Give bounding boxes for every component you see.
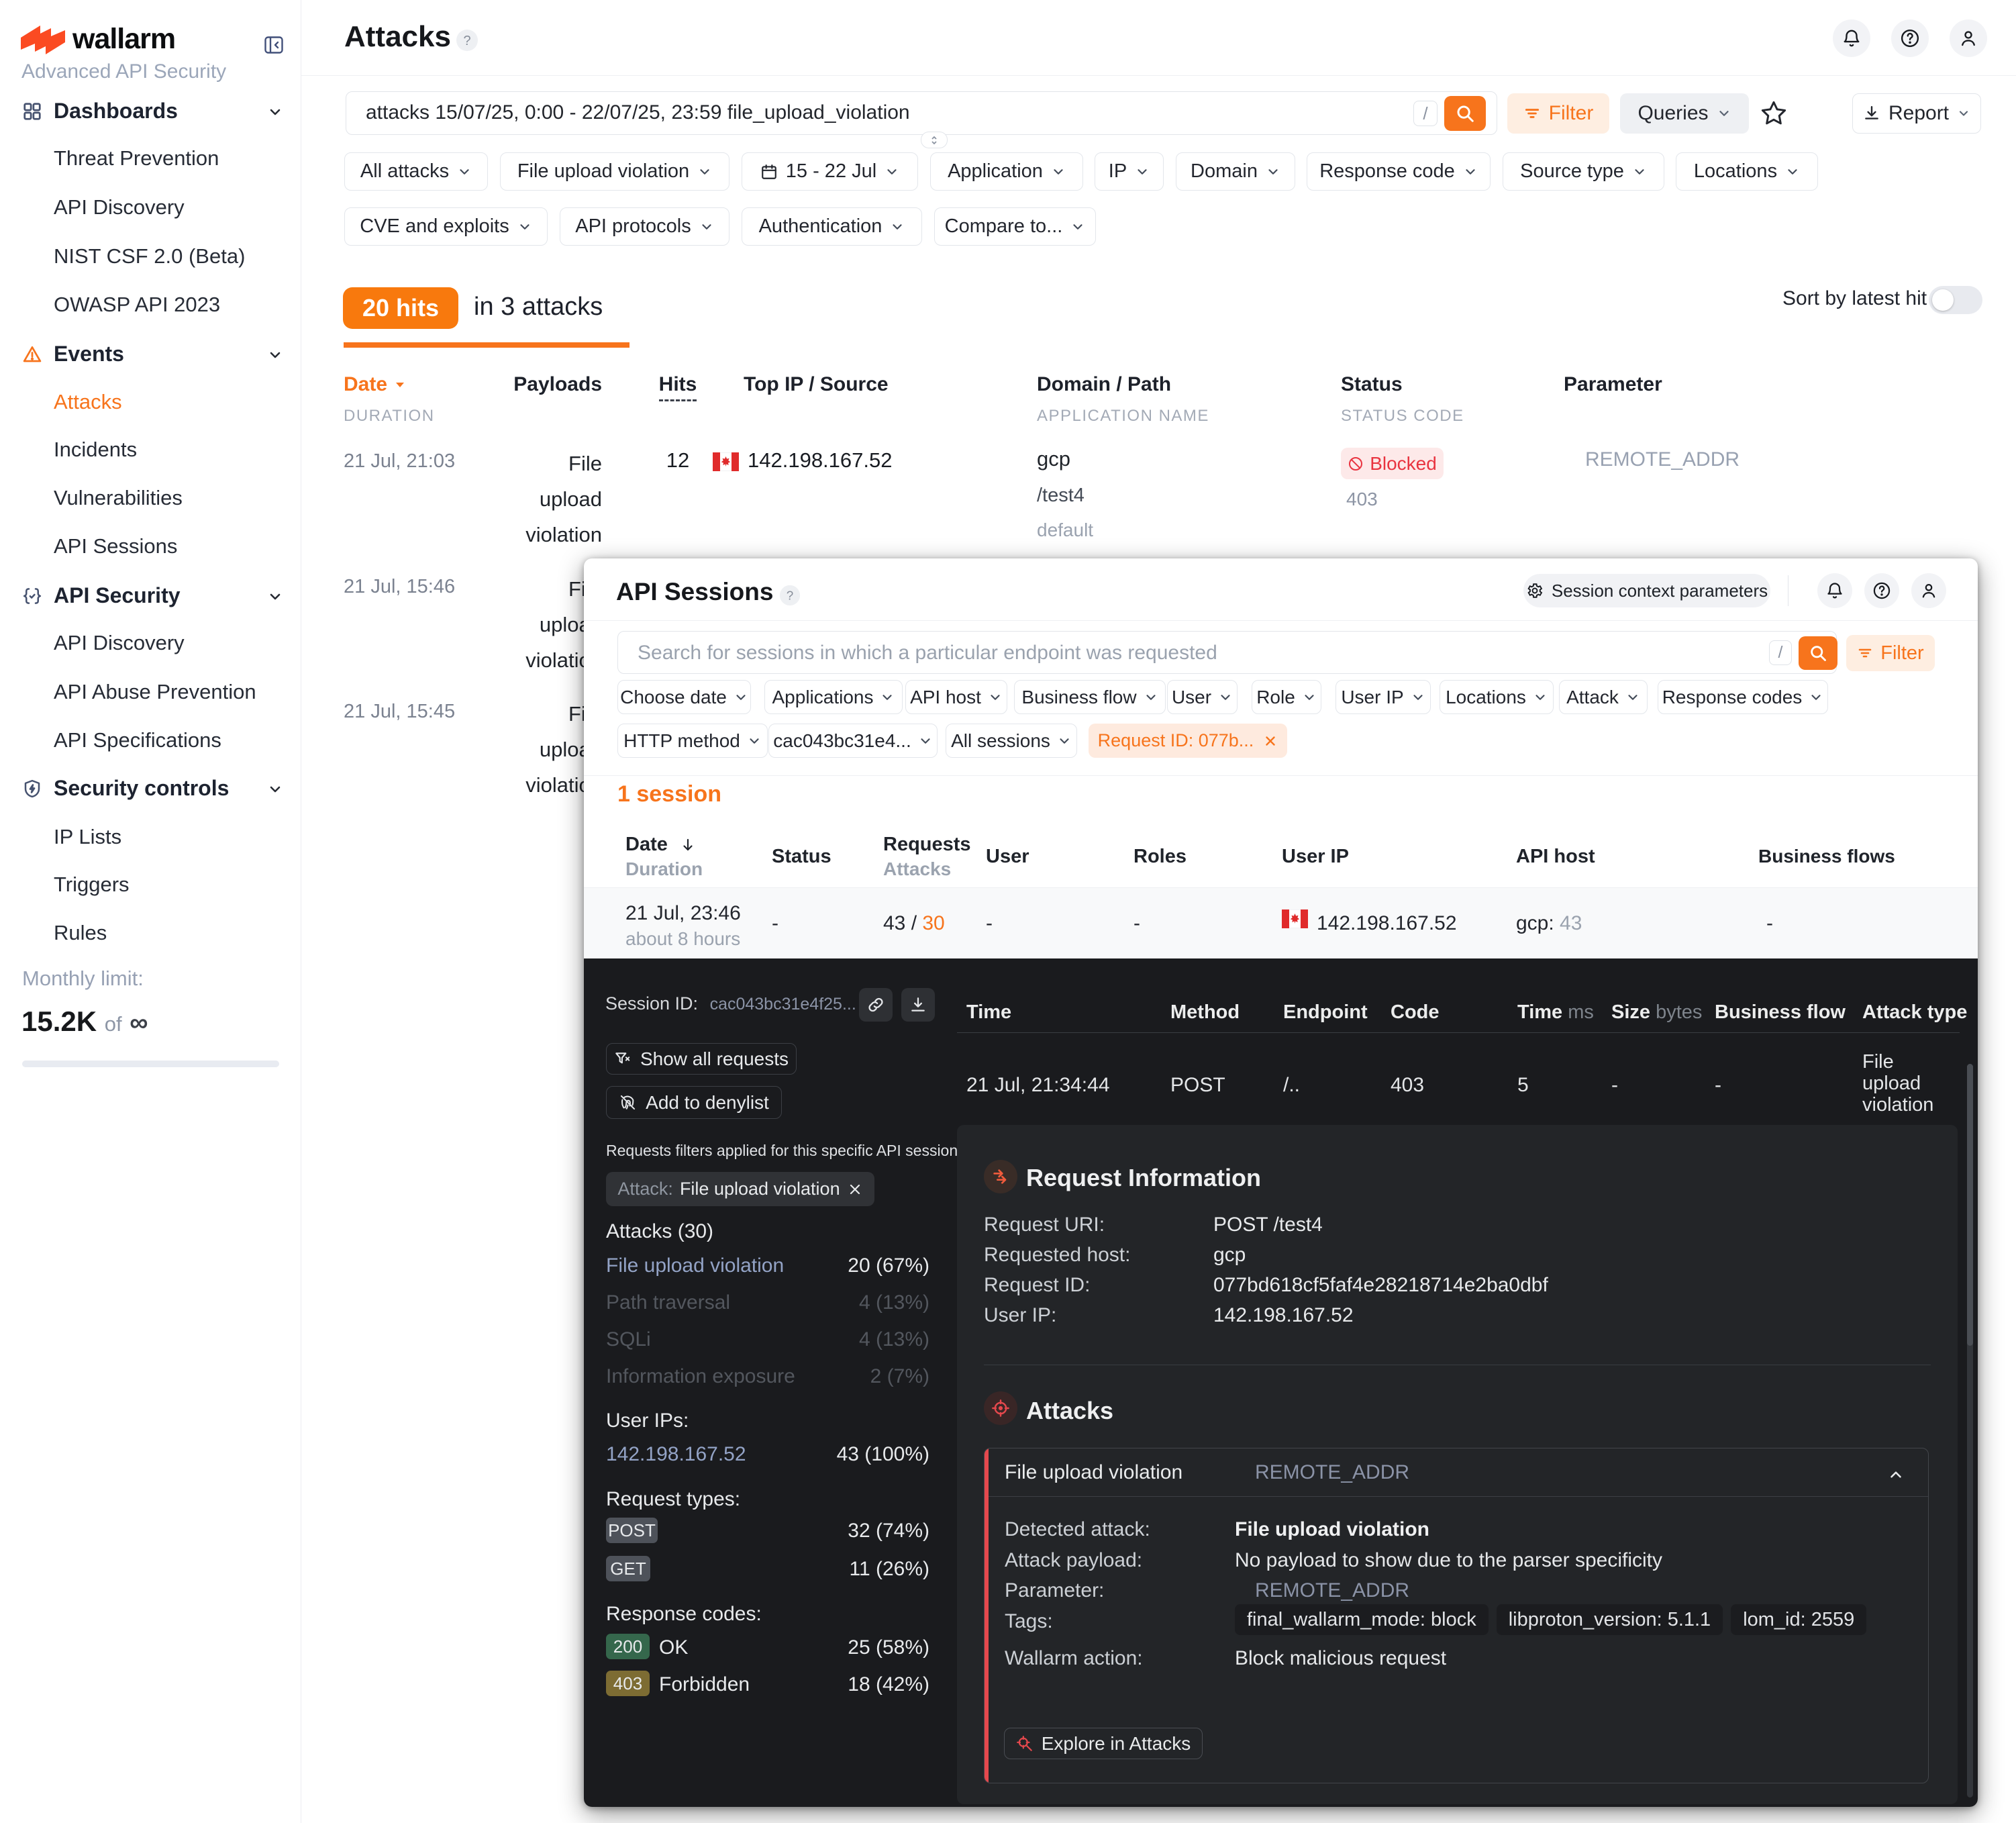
svg-text:?: ?	[463, 34, 470, 48]
svg-text:?: ?	[787, 589, 794, 603]
